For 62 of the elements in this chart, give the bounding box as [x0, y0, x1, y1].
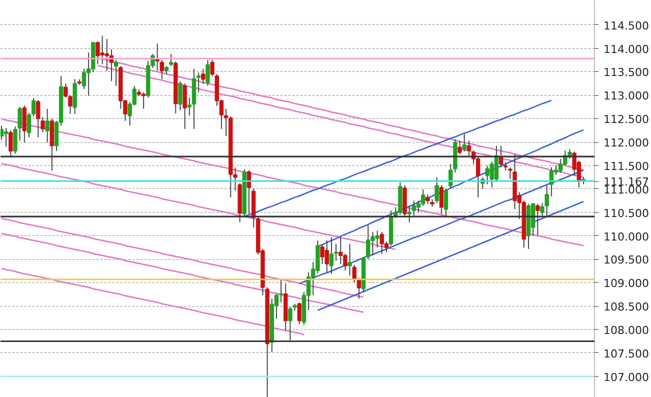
y-tick-label: 114.500: [604, 19, 649, 32]
y-tick-label: 107.500: [604, 347, 649, 360]
candlestick: [439, 184, 444, 214]
y-tick-label: 112.500: [604, 113, 649, 126]
y-tick-label: 113.000: [604, 90, 649, 103]
line-series: [0, 268, 305, 336]
candlestick: [8, 130, 13, 158]
y-tick-label: 112.000: [604, 136, 649, 150]
line-series: [0, 232, 364, 313]
candlestick: [278, 278, 284, 303]
y-tick-label: 110.000: [604, 230, 649, 244]
line-series: [244, 100, 552, 218]
candlestick: [462, 134, 466, 152]
candlestick: [22, 104, 27, 144]
candlestick: [288, 306, 292, 341]
candlestick: [141, 92, 146, 110]
candlestick: [498, 145, 504, 168]
candlestick: [352, 264, 356, 284]
line-series: [0, 218, 364, 298]
candlestick: [334, 243, 338, 262]
y-tick-label: 113.500: [604, 66, 649, 80]
candlestick: [4, 127, 8, 148]
candlestick: [348, 243, 352, 276]
candlestick: [530, 202, 536, 236]
candlestick: [160, 60, 164, 80]
candlestick: [0, 125, 4, 140]
candlestick: [412, 200, 416, 216]
candlestick: [182, 82, 187, 130]
y-tick-label: 111.500: [604, 160, 649, 173]
y-tick-label: 108.500: [604, 300, 649, 314]
candlestick: [356, 277, 362, 300]
candlestick: [178, 80, 182, 111]
candlestick: [434, 176, 439, 204]
y-tick-label: 108.000: [604, 324, 649, 338]
candlestick: [82, 68, 86, 90]
candlestick: [45, 108, 50, 144]
candlestick: [36, 99, 40, 138]
candlestick: [426, 194, 430, 204]
candlestick: [196, 72, 201, 93]
candlestick: [458, 140, 462, 155]
y-tick-label: 109.000: [604, 277, 649, 290]
candlestick: [536, 203, 540, 236]
y-tick-label: 110.500: [604, 206, 649, 220]
candlestick: [114, 60, 118, 86]
candlestick: [72, 78, 77, 114]
candlestick: [187, 97, 192, 116]
candlestick: [40, 116, 45, 133]
candlestick: [297, 302, 302, 324]
candlestick: [168, 53, 174, 67]
candlestick: [210, 60, 214, 77]
candlestick: [201, 68, 206, 84]
candlestick: [508, 166, 512, 180]
candlestick: [466, 140, 472, 156]
candlestick: [407, 205, 412, 223]
y-tick-label: 114.000: [604, 42, 649, 56]
y-tick-label: 107.000: [604, 370, 649, 384]
candlestick: [444, 188, 448, 218]
candlestick: [206, 60, 210, 86]
y-tick-label: 109.500: [604, 254, 649, 267]
candlestick: [329, 236, 334, 274]
candlestick: [26, 112, 32, 138]
candlestick: [31, 97, 36, 117]
